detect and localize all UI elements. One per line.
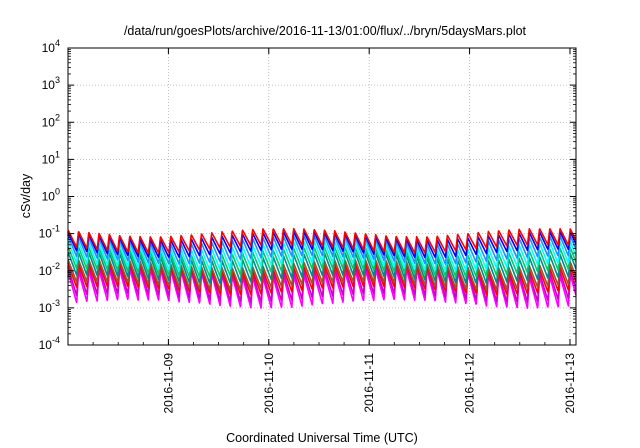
- series-group: [67, 227, 577, 309]
- y-tick-label: 10-2: [39, 261, 60, 278]
- y-tick-exponent: -4: [52, 335, 60, 345]
- y-tick-label: 102: [42, 112, 60, 129]
- x-tick-label: 2016-11-12: [463, 353, 477, 414]
- series-line: [67, 251, 577, 285]
- y-tick-label: 100: [42, 187, 60, 204]
- y-tick-base: 10: [39, 264, 53, 278]
- y-tick-label: 10-3: [39, 298, 60, 315]
- series-line: [67, 262, 577, 296]
- series-line: [67, 231, 577, 259]
- y-tick-exponent: 3: [55, 75, 60, 85]
- y-tick-base: 10: [42, 190, 56, 204]
- y-tick-label: 10-4: [39, 335, 60, 352]
- series-line: [67, 227, 577, 254]
- y-tick-exponent: -2: [52, 261, 60, 271]
- x-tick-label: 2016-11-13: [563, 353, 577, 414]
- x-axis-label: Coordinated Universal Time (UTC): [226, 431, 418, 445]
- series-line: [67, 268, 577, 309]
- y-tick-exponent: 0: [55, 187, 60, 197]
- x-tick-label: 2016-11-09: [161, 353, 175, 414]
- y-tick-label: 101: [42, 149, 60, 166]
- y-tick-base: 10: [42, 41, 56, 55]
- y-tick-label: 103: [42, 75, 60, 92]
- series-line: [67, 258, 577, 291]
- y-tick-exponent: 2: [55, 112, 60, 122]
- y-axis-label: cSv/day: [19, 173, 33, 218]
- series-line: [67, 240, 577, 272]
- series-line: [67, 264, 577, 303]
- y-tick-label: 104: [42, 38, 60, 55]
- y-tick-base: 10: [39, 301, 53, 315]
- series-line: [67, 234, 577, 265]
- y-tick-label: 10-1: [39, 224, 60, 241]
- x-axis: 2016-11-09 2016-11-10 2016-11-11 2016-11-12…: [67, 48, 577, 414]
- y-tick-exponent: 4: [55, 38, 60, 48]
- y-tick-exponent: -3: [52, 298, 60, 308]
- series-line: [67, 246, 577, 278]
- y-tick-base: 10: [42, 78, 56, 92]
- y-tick-exponent: -1: [52, 224, 60, 234]
- x-tick-label: 2016-11-10: [262, 353, 276, 414]
- y-tick-base: 10: [39, 338, 53, 352]
- y-tick-base: 10: [42, 115, 56, 129]
- y-tick-base: 10: [42, 152, 56, 166]
- y-tick-exponent: 1: [55, 149, 60, 159]
- y-tick-base: 10: [39, 227, 53, 241]
- chart-title: /data/run/goesPlots/archive/2016-11-13/0…: [124, 24, 527, 38]
- x-tick-label: 2016-11-11: [362, 353, 376, 413]
